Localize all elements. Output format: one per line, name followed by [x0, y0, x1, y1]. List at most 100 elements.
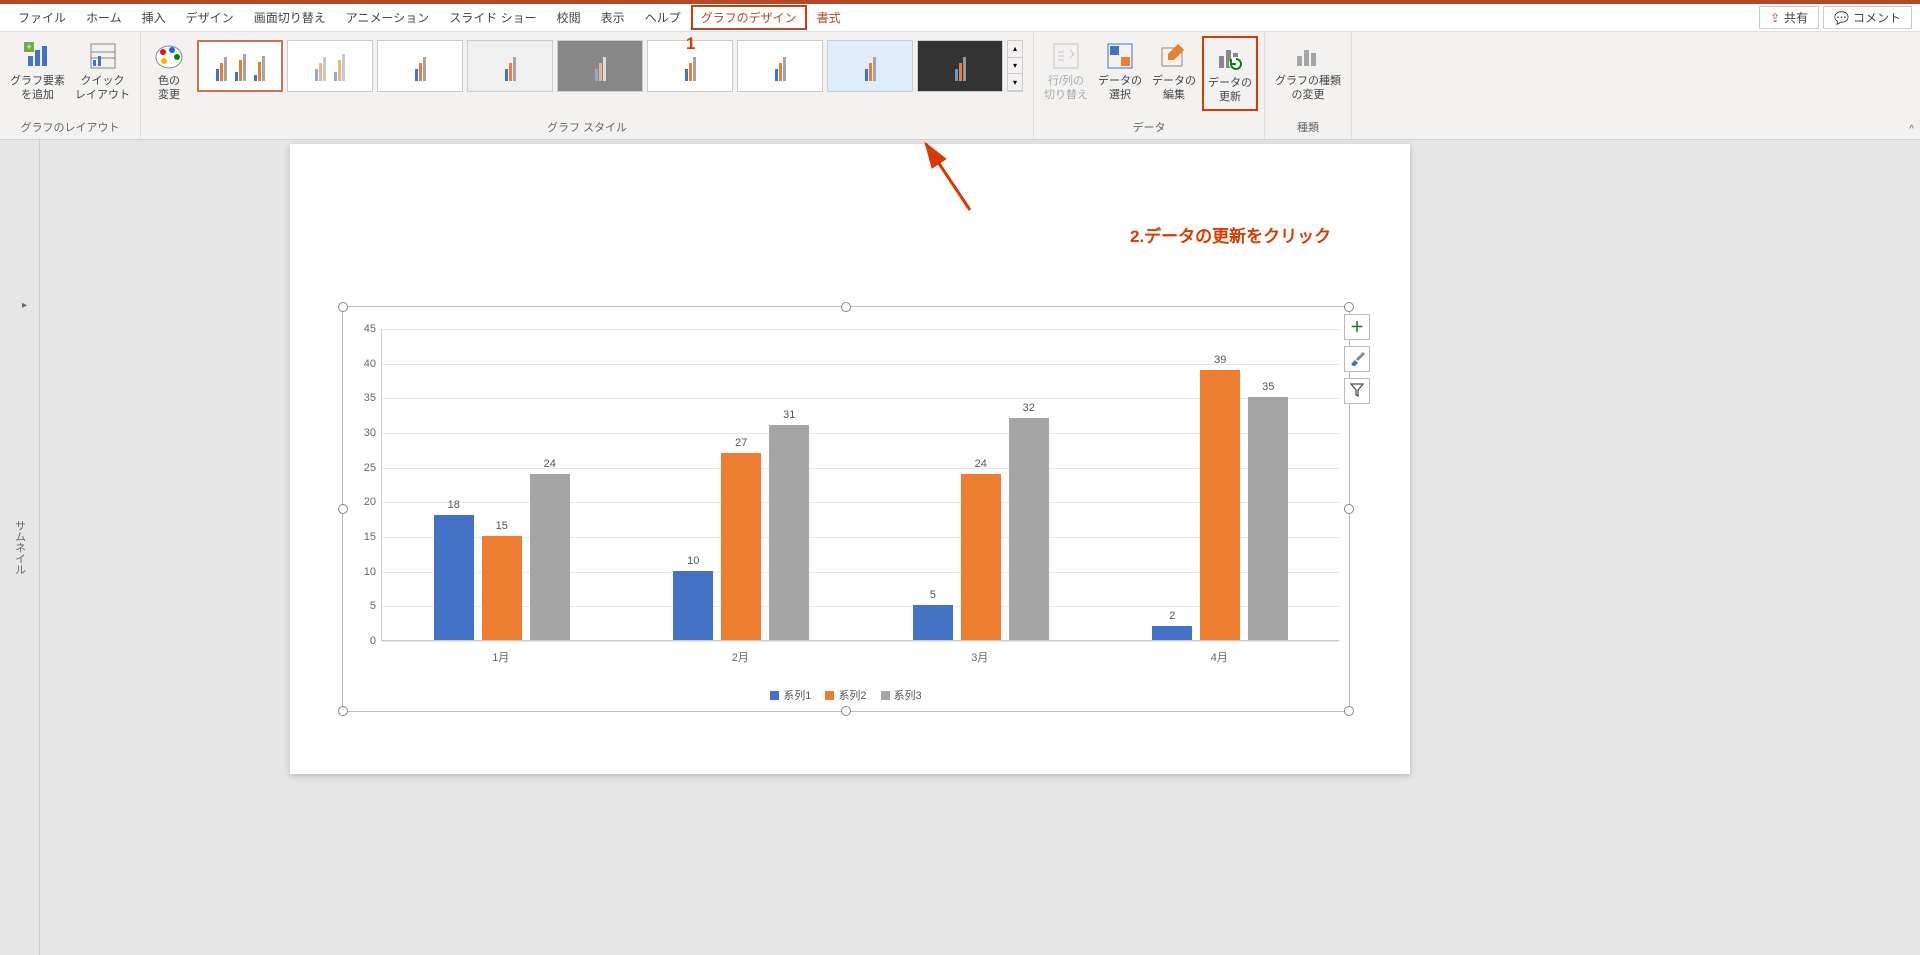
thumbnail-label: サムネイル — [12, 520, 28, 575]
palette-icon — [153, 40, 185, 72]
svg-text:+: + — [26, 42, 31, 52]
tab-home[interactable]: ホーム — [76, 5, 132, 30]
tab-help[interactable]: ヘルプ — [635, 5, 691, 30]
style-4[interactable] — [467, 40, 553, 92]
funnel-icon — [1350, 383, 1364, 400]
bar[interactable] — [1009, 418, 1049, 640]
bar[interactable] — [913, 605, 953, 640]
legend-item[interactable]: 系列1 — [770, 687, 811, 703]
data-label: 27 — [735, 437, 747, 449]
style-5[interactable] — [557, 40, 643, 92]
y-tick: 20 — [364, 496, 382, 508]
chart-style-gallery[interactable]: ▴▾▾ — [193, 36, 1027, 96]
style-2[interactable] — [287, 40, 373, 92]
legend-item[interactable]: 系列3 — [881, 687, 922, 703]
style-8[interactable] — [827, 40, 913, 92]
bar[interactable] — [1248, 397, 1288, 640]
data-label: 32 — [1023, 402, 1035, 414]
annotation-2: 2.データの更新をクリック — [1130, 222, 1331, 247]
gallery-scroll[interactable]: ▴▾▾ — [1007, 40, 1023, 92]
slide-canvas[interactable]: 0510152025303540451815241027315243223935… — [40, 140, 1920, 955]
tab-insert[interactable]: 挿入 — [132, 5, 176, 30]
y-tick: 0 — [370, 635, 382, 647]
bar[interactable] — [482, 536, 522, 640]
refresh-data-icon — [1214, 42, 1246, 74]
tab-slideshow[interactable]: スライド ショー — [439, 5, 546, 30]
y-tick: 30 — [364, 427, 382, 439]
share-button[interactable]: ⇪共有 — [1759, 6, 1819, 29]
style-3[interactable] — [377, 40, 463, 92]
legend-label: 系列3 — [894, 687, 922, 703]
legend-label: 系列2 — [838, 687, 866, 703]
y-tick: 5 — [370, 600, 382, 612]
chart-object[interactable]: 0510152025303540451815241027315243223935… — [342, 306, 1350, 712]
tab-view[interactable]: 表示 — [591, 5, 635, 30]
y-tick: 15 — [364, 531, 382, 543]
switch-rowcol-button[interactable]: 行/列の 切り替え — [1040, 36, 1092, 107]
tab-file[interactable]: ファイル — [8, 5, 76, 30]
tab-format[interactable]: 書式 — [807, 5, 851, 30]
vertical-scrollbar[interactable] — [1900, 140, 1916, 955]
legend-item[interactable]: 系列2 — [825, 687, 866, 703]
data-label: 5 — [930, 589, 936, 601]
refresh-data-button[interactable]: データの 更新 — [1202, 36, 1258, 111]
select-data-button[interactable]: データの 選択 — [1094, 36, 1146, 107]
collapse-ribbon-button[interactable]: ^ — [1909, 124, 1914, 135]
legend-label: 系列1 — [783, 687, 811, 703]
x-tick: 2月 — [732, 649, 749, 665]
x-tick: 3月 — [971, 649, 988, 665]
y-tick: 35 — [364, 392, 382, 404]
chart-legend[interactable]: 系列1 系列2 系列3 — [343, 687, 1349, 703]
group-data: 行/列の 切り替え データの 選択 データの 編集 データの 更新 データ — [1034, 32, 1265, 139]
legend-swatch — [881, 691, 890, 700]
bar[interactable] — [721, 453, 761, 640]
change-chart-type-button[interactable]: グラフの種類 の変更 — [1271, 36, 1345, 107]
data-label: 35 — [1262, 381, 1274, 393]
data-label: 2 — [1169, 610, 1175, 622]
chart-elements-button[interactable]: ＋ — [1344, 314, 1370, 340]
select-data-icon — [1104, 40, 1136, 72]
group-label-layout: グラフのレイアウト — [21, 117, 120, 137]
data-label: 31 — [783, 409, 795, 421]
tab-transitions[interactable]: 画面切り替え — [244, 5, 336, 30]
tab-design[interactable]: デザイン — [176, 5, 244, 30]
group-type: グラフの種類 の変更 種類 — [1265, 32, 1352, 139]
edit-data-button[interactable]: データの 編集 — [1148, 36, 1200, 107]
y-tick: 10 — [364, 566, 382, 578]
quick-layout-button[interactable]: クイック レイアウト — [71, 36, 134, 107]
comments-button[interactable]: 💬コメント — [1823, 6, 1912, 29]
data-label: 18 — [448, 499, 460, 511]
bar[interactable] — [1152, 626, 1192, 640]
chart-filters-button[interactable] — [1344, 378, 1370, 404]
style-1[interactable] — [197, 40, 283, 92]
bar[interactable] — [673, 571, 713, 640]
legend-swatch — [825, 691, 834, 700]
slide-area: サムネイル ▸ 05101520253035404518152410273152… — [0, 140, 1920, 955]
data-label: 15 — [496, 520, 508, 532]
thumbnail-panel[interactable]: サムネイル — [0, 140, 40, 955]
style-7[interactable] — [737, 40, 823, 92]
add-chart-element-button[interactable]: + グラフ要素 を追加 — [6, 36, 69, 107]
bar[interactable] — [1200, 370, 1240, 640]
data-label: 10 — [687, 555, 699, 567]
change-colors-button[interactable]: 色の 変更 — [147, 36, 191, 107]
chart-plot-area[interactable]: 0510152025303540451815241027315243223935 — [381, 329, 1339, 641]
tab-review[interactable]: 校閲 — [547, 5, 591, 30]
thumbnail-toggle[interactable]: ▸ — [22, 300, 36, 314]
edit-data-icon — [1158, 40, 1190, 72]
bar[interactable] — [530, 474, 570, 640]
ribbon-tabs: ファイル ホーム 挿入 デザイン 画面切り替え アニメーション スライド ショー… — [0, 4, 1920, 32]
bar[interactable] — [961, 474, 1001, 640]
bar[interactable] — [769, 425, 809, 640]
slide[interactable]: 0510152025303540451815241027315243223935… — [290, 144, 1410, 774]
group-label-styles: グラフ スタイル — [547, 117, 627, 137]
annotation-1: 1 — [686, 34, 695, 54]
add-element-icon: + — [22, 40, 54, 72]
chart-styles-button[interactable] — [1344, 346, 1370, 372]
data-label: 39 — [1214, 354, 1226, 366]
tab-animations[interactable]: アニメーション — [336, 5, 440, 30]
style-9[interactable] — [917, 40, 1003, 92]
x-tick: 4月 — [1211, 649, 1228, 665]
tab-chart-design[interactable]: グラフのデザイン — [691, 5, 807, 30]
bar[interactable] — [434, 515, 474, 640]
